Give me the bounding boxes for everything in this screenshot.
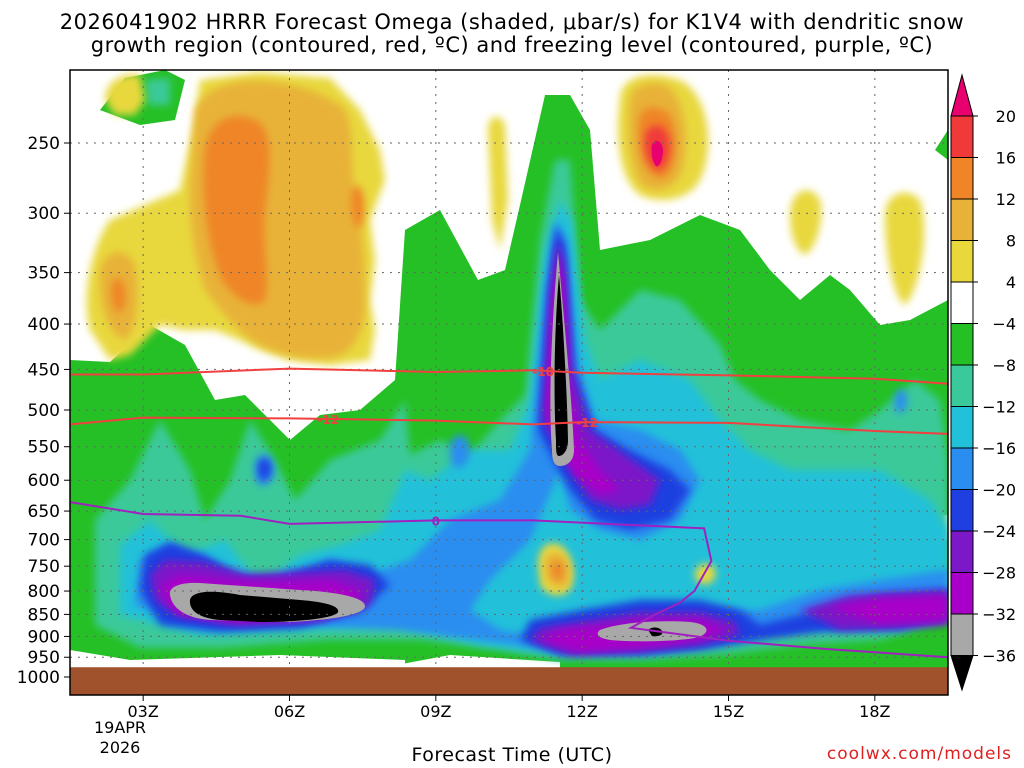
- isotherm-minus12-label: -12: [318, 413, 340, 427]
- site-credit: coolwx.com/models: [826, 744, 1012, 764]
- colorbar-label: −12: [982, 398, 1016, 417]
- y-tick-label: 1000: [17, 668, 60, 688]
- colorbar-swatch: [950, 447, 974, 490]
- colorbar-swatch: [950, 406, 974, 449]
- colorbar-label: −4: [992, 315, 1016, 334]
- y-tick-label: 450: [28, 360, 60, 380]
- y-tick-label: 950: [28, 648, 60, 668]
- chart-title-line1: 2026041902 HRRR Forecast Omega (shaded, …: [59, 10, 965, 34]
- colorbar-swatch: [950, 489, 974, 532]
- isotherm-contours: -18 -12 -12 0: [69, 365, 949, 659]
- isotherm-minus18-label: -18: [532, 365, 554, 379]
- omega-field: [70, 70, 948, 668]
- plot-frame: [69, 69, 949, 696]
- y-tick-label: 800: [28, 582, 60, 602]
- isotherm-minus12: [69, 416, 949, 435]
- colorbar-label: −8: [992, 356, 1016, 375]
- colorbar-label: 4: [1006, 273, 1016, 292]
- colorbar-label: 16: [996, 149, 1016, 168]
- chart-title-line2: growth region (contoured, red, ºC) and f…: [90, 33, 934, 57]
- y-tick-label: 600: [28, 471, 60, 491]
- colorbar-swatch: [950, 157, 974, 200]
- ground-terrain: [70, 667, 948, 695]
- colorbar-swatch: [950, 613, 974, 656]
- grid-lines: [70, 70, 948, 695]
- colorbar-swatch: [950, 240, 974, 283]
- colorbar-swatch: [950, 115, 974, 158]
- y-tick-label: 750: [28, 557, 60, 577]
- y-tick-label: 500: [28, 401, 60, 421]
- x-tick-label: 06Z: [274, 702, 305, 721]
- colorbar-swatch: [950, 323, 974, 366]
- y-tick-label: 300: [28, 204, 60, 224]
- colorbar-label: −16: [982, 439, 1016, 458]
- colorbar-label: −28: [982, 564, 1016, 583]
- y-tick-label: 900: [28, 627, 60, 647]
- y-tick-label: 550: [28, 438, 60, 458]
- y-tick-label: 650: [28, 502, 60, 522]
- colorbar-label: −20: [982, 481, 1016, 500]
- y-tick-label: 400: [28, 315, 60, 335]
- isotherm-minus12-label: -12: [576, 416, 598, 430]
- x-tick-label: 12Z: [567, 702, 598, 721]
- colorbar-label: 12: [996, 190, 1016, 209]
- colorbar-label: −32: [982, 605, 1016, 624]
- colorbar-swatch: [950, 530, 974, 573]
- colorbar-swatch: [950, 281, 974, 324]
- colorbar-bottom-arrow: [950, 655, 974, 692]
- colorbar-label: 20: [996, 107, 1016, 126]
- x-tick-label: 03Z: [128, 702, 159, 721]
- colorbar-top-arrow: [950, 73, 974, 117]
- y-tick-label: 700: [28, 531, 60, 551]
- y-tick-label: 850: [28, 605, 60, 625]
- colorbar: 20 16 12 8 4 −4 −8 −12 −16 −20 −24 −28 −32 −36: [950, 73, 1016, 692]
- colorbar-label: −36: [982, 647, 1016, 666]
- x-axis-title: Forecast Time (UTC): [411, 744, 613, 766]
- x-axis: 03Z 06Z 09Z 12Z 15Z 18Z: [128, 695, 891, 721]
- freezing-level-line: [69, 501, 949, 659]
- freezing-level-line-label: 0: [432, 514, 440, 528]
- colorbar-swatch: [950, 198, 974, 241]
- omega-magenta-region: [651, 140, 663, 167]
- colorbar-label: 8: [1006, 232, 1016, 251]
- x-date-label-day: 19APR: [94, 718, 146, 737]
- y-axis: 2503003504004505005506006507007508008509…: [17, 134, 70, 688]
- x-tick-label: 09Z: [420, 702, 451, 721]
- colorbar-swatch: [950, 364, 974, 407]
- isotherm-minus18: [70, 367, 949, 385]
- x-date-label-year: 2026: [100, 738, 141, 757]
- y-tick-label: 250: [28, 134, 60, 154]
- colorbar-label: −24: [982, 522, 1016, 541]
- omega-black-region: [189, 275, 663, 637]
- colorbar-swatch: [950, 572, 974, 615]
- y-tick-label: 350: [28, 264, 60, 284]
- x-tick-label: 18Z: [859, 702, 890, 721]
- x-tick-label: 15Z: [713, 702, 744, 721]
